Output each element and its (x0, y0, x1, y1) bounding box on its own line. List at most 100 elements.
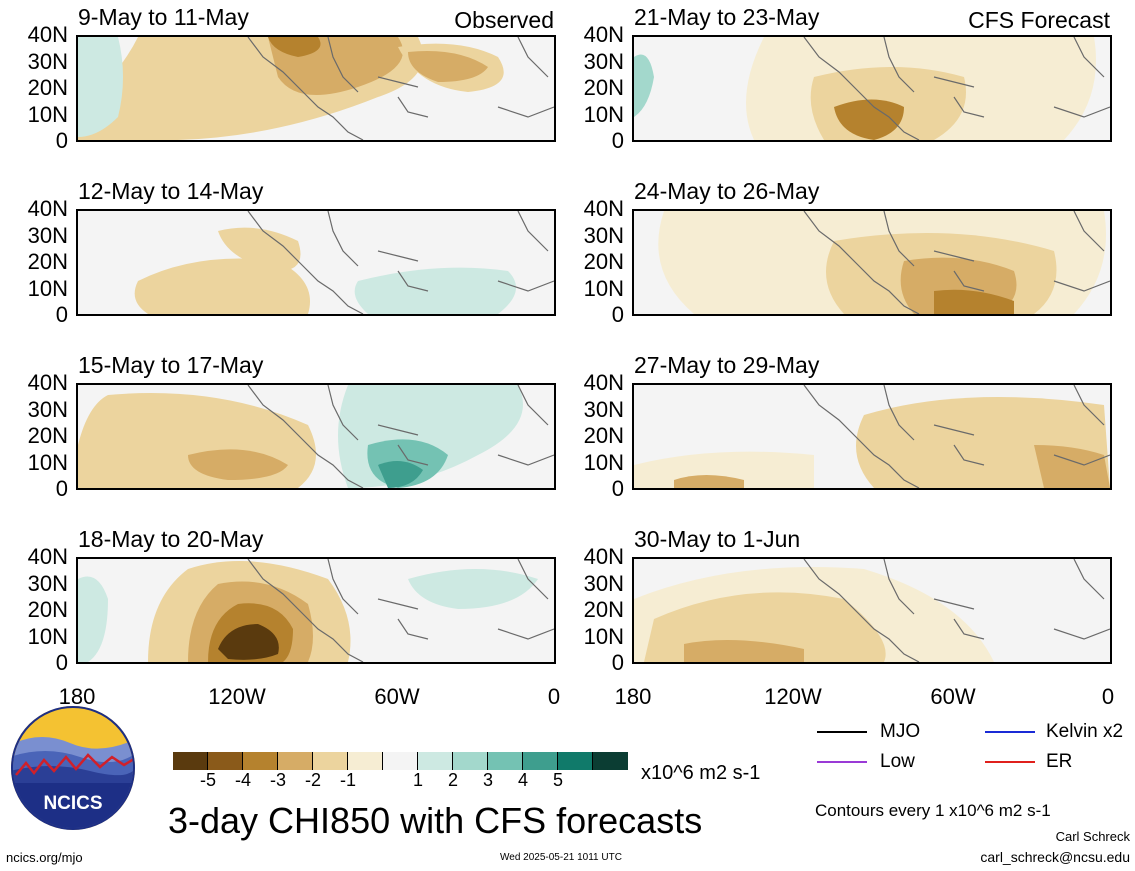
lat-label: 10N (583, 275, 624, 301)
lat-label: 30N (27, 570, 68, 596)
lat-label: 40N (27, 370, 68, 395)
panel-title: 15-May to 17-May (78, 352, 264, 378)
lon-label-60w-left: 60W (374, 684, 420, 709)
lat-label: 30N (27, 48, 68, 74)
contours-note: Contours every 1 x10^6 m2 s-1 (815, 801, 1051, 820)
colorbar-swatch (488, 752, 523, 770)
lat-label: 0 (611, 302, 624, 327)
colorbar-swatch (173, 752, 208, 770)
colorbar (173, 752, 628, 770)
lat-label: 40N (583, 370, 624, 395)
coastline (803, 211, 1110, 314)
map-field (78, 385, 554, 488)
anomaly-shading (134, 258, 310, 314)
map-panel (632, 209, 1112, 316)
lat-label: 0 (55, 650, 68, 675)
coastline (803, 559, 1110, 662)
anomaly-shading (268, 37, 321, 57)
map-panel (76, 209, 556, 316)
colorbar-swatch (558, 752, 593, 770)
lat-label: 30N (27, 222, 68, 248)
map-panel (76, 35, 556, 142)
legend-label-er: ER (1046, 751, 1073, 772)
anomaly-shading (834, 99, 904, 140)
lat-label: 40N (27, 544, 68, 569)
lat-label: 20N (583, 75, 624, 100)
colorbar-tick-label: 5 (552, 770, 563, 790)
map-panel (632, 35, 1112, 142)
panel-title: 12-May to 14-May (78, 178, 264, 204)
lon-label-120w-left: 120W (208, 684, 266, 709)
lat-label: 40N (583, 196, 624, 221)
colorbar-units: x10^6 m2 s-1 (641, 762, 761, 784)
colorbar-swatch (523, 752, 558, 770)
colorbar-tick-label: -5 (199, 770, 216, 790)
lon-label-180-right: 180 (614, 684, 652, 709)
colorbar-swatch (383, 752, 418, 770)
anomaly-shading (934, 289, 1014, 314)
footer-timestamp: Wed 2025-05-21 1011 UTC (500, 852, 622, 863)
main-title: 3-day CHI850 with CFS forecasts (168, 800, 703, 841)
map-panel (632, 383, 1112, 490)
lat-label: 20N (583, 423, 624, 448)
lat-label: 10N (583, 449, 624, 475)
coastline (247, 559, 554, 662)
ncics-logo: NCICS (11, 706, 135, 830)
legend-swatch-low (817, 761, 867, 763)
lon-label-180-left: 180 (58, 684, 96, 709)
legend-swatch-mjo (817, 731, 867, 733)
lat-label: 30N (583, 396, 624, 422)
map-field (78, 559, 554, 662)
map-field (634, 385, 1110, 488)
legend-swatch-kelvin (985, 731, 1035, 733)
legend-label-mjo: MJO (880, 721, 921, 742)
footer-url: ncics.org/mjo (6, 850, 83, 865)
colorbar-tick-label: 3 (482, 770, 493, 790)
coastline (803, 37, 1110, 140)
coastline (247, 211, 554, 314)
colorbar-tick-label: 4 (517, 770, 528, 790)
anomaly-shading (634, 54, 654, 117)
colorbar-swatch (593, 752, 628, 770)
lat-label: 20N (27, 423, 68, 448)
colorbar-tick-label: -1 (339, 770, 356, 790)
anomaly-shading (78, 393, 316, 488)
lat-label: 30N (583, 222, 624, 248)
colorbar-swatch (243, 752, 278, 770)
colorbar-tick-label: -2 (304, 770, 321, 790)
map-field (634, 37, 1110, 140)
anomaly-shading (78, 576, 108, 662)
panel-title: 24-May to 26-May (634, 178, 820, 204)
colorbar-swatch (348, 752, 383, 770)
anomaly-shading (218, 624, 279, 660)
lon-label-0-right: 0 (1101, 684, 1115, 709)
colorbar-swatch (278, 752, 313, 770)
colorbar-tick-label: -3 (269, 770, 286, 790)
lat-label: 0 (611, 650, 624, 675)
footer-email: carl_schreck@ncsu.edu (980, 849, 1130, 865)
map-panel (76, 383, 556, 490)
lat-label: 10N (583, 101, 624, 127)
colorbar-swatch (453, 752, 488, 770)
lat-label: 20N (583, 597, 624, 622)
colorbar-tick-label: 2 (447, 770, 458, 790)
logo-text: NCICS (43, 793, 102, 814)
anomaly-shading (218, 227, 301, 271)
map-field (134, 211, 554, 314)
colorbar-swatch (313, 752, 348, 770)
lat-label: 20N (583, 249, 624, 274)
anomaly-shading (354, 267, 516, 314)
lat-label: 30N (583, 48, 624, 74)
anomaly-shading (684, 640, 804, 662)
lat-label: 0 (611, 128, 624, 153)
anomaly-shading (408, 569, 538, 609)
anomaly-shading (674, 475, 744, 488)
coastline (247, 37, 554, 140)
map-field (634, 559, 1110, 662)
lat-label: 0 (55, 476, 68, 501)
panel-corner-label: Observed (454, 7, 554, 33)
legend-label-low: Low (880, 751, 915, 772)
lon-label-60w-right: 60W (930, 684, 976, 709)
lat-label: 0 (55, 128, 68, 153)
lat-label: 40N (583, 22, 624, 47)
